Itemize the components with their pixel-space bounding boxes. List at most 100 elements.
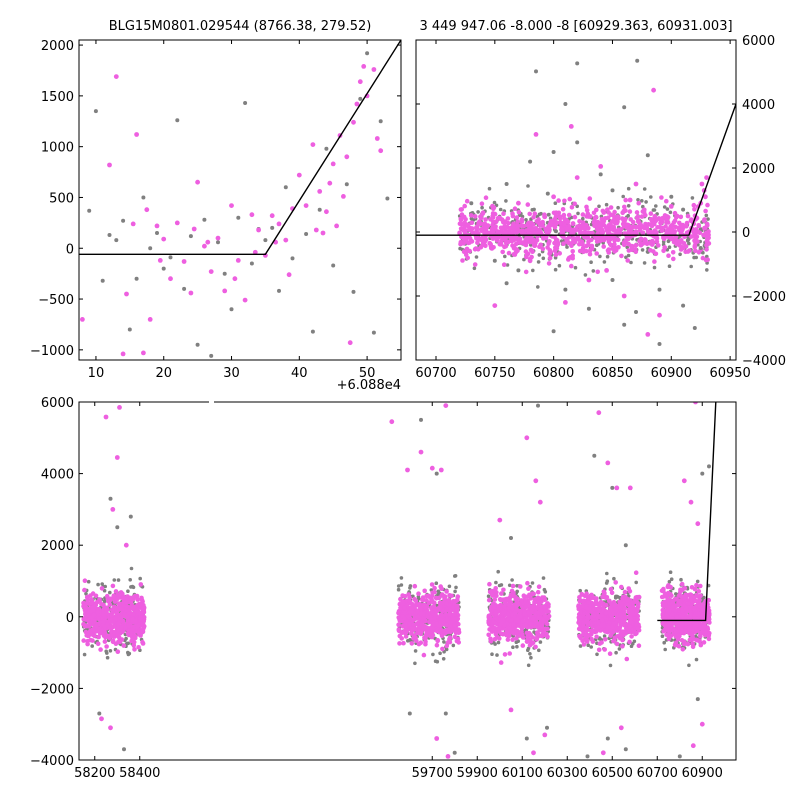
data-point-magenta <box>704 247 709 252</box>
data-point-magenta <box>130 221 136 227</box>
data-point-magenta <box>104 610 109 616</box>
data-point-magenta <box>518 633 524 638</box>
data-point-magenta <box>703 230 709 236</box>
data-point-magenta <box>116 601 122 606</box>
data-point-magenta <box>140 641 146 646</box>
data-point-magenta <box>122 612 127 618</box>
data-point-magenta <box>587 632 592 638</box>
data-point-gray <box>598 172 603 177</box>
data-point-gray <box>161 266 166 271</box>
data-point-magenta <box>647 240 653 245</box>
data-point-magenta <box>161 236 167 242</box>
data-point-gray <box>595 652 599 657</box>
data-point-magenta <box>517 236 523 242</box>
data-point-magenta <box>469 239 475 244</box>
x-ticks-top-left: 10 20 30 40 50 <box>88 40 375 381</box>
data-point-magenta <box>684 230 690 235</box>
data-point-magenta <box>574 175 580 181</box>
data-point-magenta <box>487 614 492 619</box>
data-point-magenta <box>633 224 639 230</box>
data-point-magenta <box>664 198 669 204</box>
data-point-magenta <box>424 625 430 630</box>
data-point-magenta <box>232 276 238 282</box>
points-top-left <box>80 51 390 358</box>
data-point-magenta <box>596 607 602 612</box>
data-point-magenta <box>572 214 578 220</box>
data-point-gray <box>121 218 126 223</box>
data-point-gray <box>504 182 509 186</box>
data-point-magenta <box>344 154 350 160</box>
data-point-magenta <box>609 219 615 224</box>
data-point-magenta <box>442 628 448 634</box>
data-point-magenta <box>429 582 435 587</box>
data-point-gray <box>537 648 541 653</box>
data-point-magenta <box>87 609 93 614</box>
data-point-gray <box>591 269 596 273</box>
data-point-magenta <box>113 616 118 622</box>
data-point-magenta <box>116 621 121 627</box>
data-point-magenta <box>634 594 640 600</box>
data-point-magenta <box>94 600 100 605</box>
data-point-magenta <box>636 643 642 648</box>
data-point-magenta <box>330 161 336 167</box>
data-point-gray <box>690 196 695 200</box>
data-point-gray <box>702 595 706 600</box>
data-point-magenta <box>341 194 346 199</box>
data-point-magenta <box>141 609 147 614</box>
data-point-magenta <box>438 620 443 625</box>
data-point-magenta <box>586 226 591 231</box>
data-point-magenta <box>609 615 614 621</box>
data-point-magenta <box>98 647 103 652</box>
data-point-gray <box>487 186 492 191</box>
data-point-magenta <box>661 248 666 254</box>
data-point-magenta <box>488 638 494 644</box>
data-point-magenta <box>97 631 103 636</box>
data-point-gray <box>494 580 498 585</box>
data-point-magenta <box>430 610 435 615</box>
data-point-magenta <box>542 214 547 220</box>
data-point-magenta <box>509 588 515 594</box>
data-point-magenta <box>580 623 586 628</box>
data-point-magenta <box>459 212 465 217</box>
data-point-gray <box>705 268 709 272</box>
data-point-magenta <box>119 625 124 631</box>
data-point-magenta <box>507 651 512 656</box>
data-point-magenta <box>664 214 670 219</box>
y-tick-label: 1000 <box>41 141 74 156</box>
data-point-magenta <box>622 589 628 595</box>
data-point-magenta <box>407 595 412 600</box>
data-point-magenta <box>698 583 703 589</box>
data-point-magenta <box>547 248 553 253</box>
data-point-magenta <box>202 243 207 249</box>
data-point-magenta <box>371 67 377 72</box>
data-point-magenta <box>586 600 591 605</box>
data-point-gray <box>108 590 112 595</box>
data-point-magenta <box>378 148 384 154</box>
data-point-gray <box>476 210 480 214</box>
data-point-magenta <box>597 641 603 646</box>
data-point-magenta <box>585 615 590 620</box>
data-point-gray <box>458 246 462 251</box>
data-point-magenta <box>534 238 540 243</box>
data-point-gray <box>687 241 691 246</box>
data-point-magenta <box>601 589 607 594</box>
data-point-gray <box>453 574 458 578</box>
data-point-magenta <box>538 607 544 612</box>
data-point-magenta <box>581 642 587 647</box>
data-point-gray <box>90 644 94 648</box>
x-tick-label: 60950 <box>709 366 750 381</box>
data-point-magenta <box>606 223 611 228</box>
data-point-magenta <box>105 622 110 628</box>
data-point-gray <box>578 644 583 648</box>
data-point-magenta <box>570 221 576 227</box>
data-point-magenta <box>594 634 599 640</box>
data-point-magenta <box>524 236 529 242</box>
data-point-gray <box>396 584 401 588</box>
data-point-magenta <box>534 637 539 642</box>
data-point-gray <box>103 584 107 589</box>
data-point-magenta <box>97 626 102 632</box>
data-point-gray <box>492 200 497 205</box>
data-point-magenta <box>589 243 595 249</box>
data-point-magenta <box>704 221 710 227</box>
data-point-gray <box>435 659 440 664</box>
